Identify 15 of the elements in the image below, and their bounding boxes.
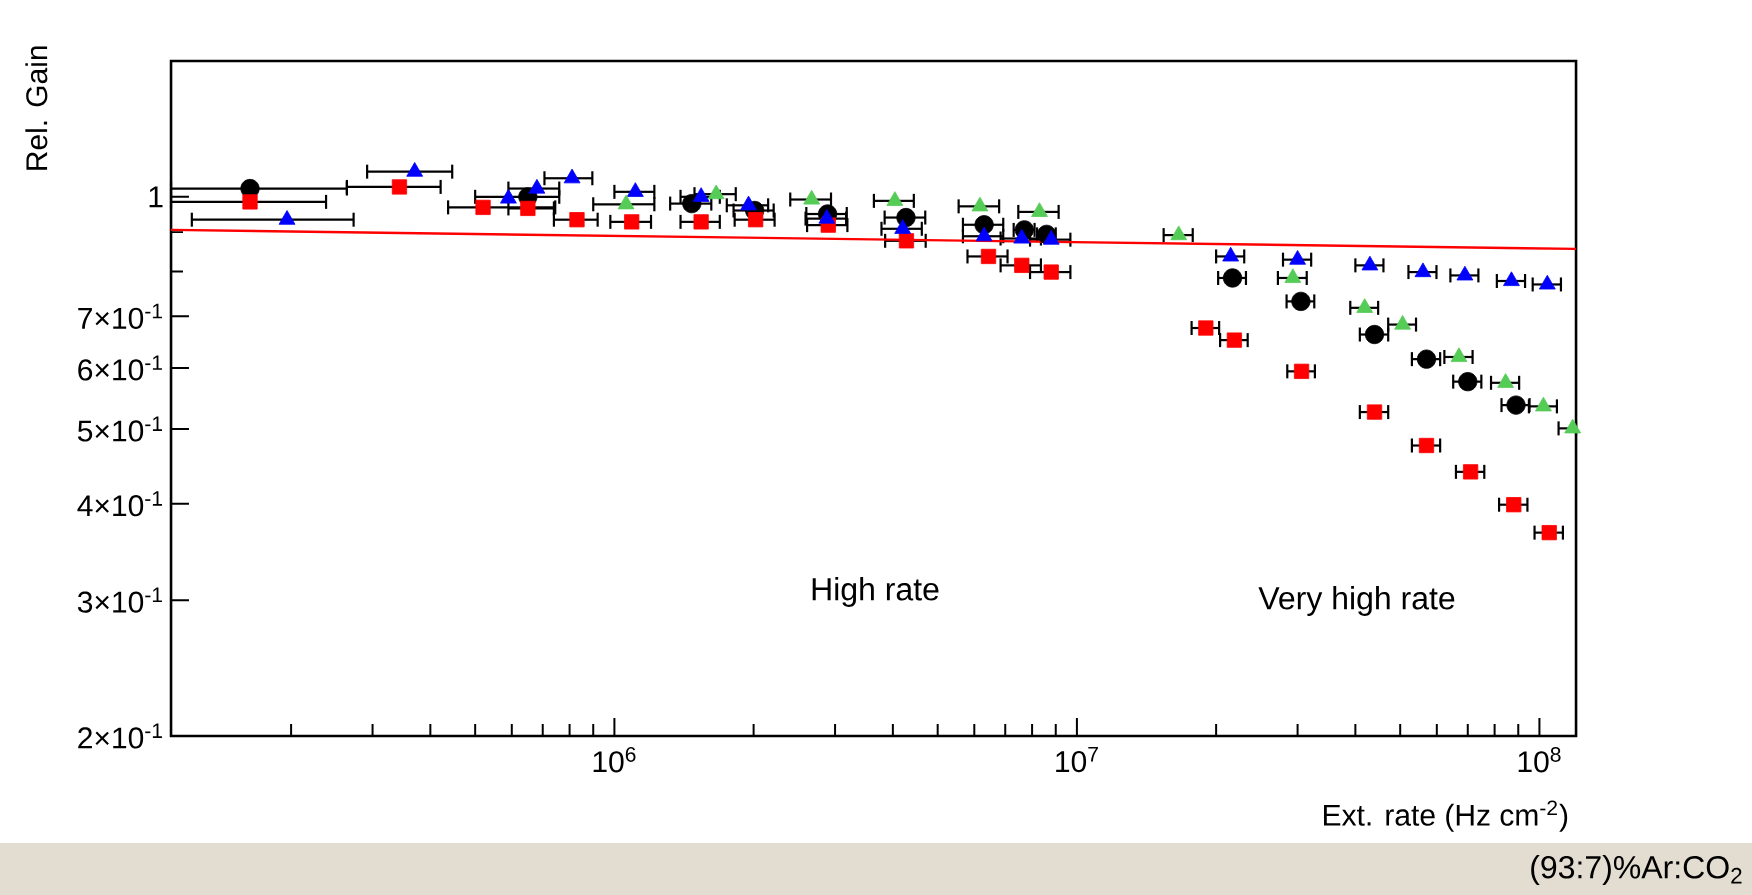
x-tick-label: 10$^{7}$: [1056, 747, 1098, 773]
x-tick-label: 10$^{6}$: [593, 747, 636, 773]
y-tick-label: 2×10$^{-1}$: [78, 723, 162, 749]
annotation: High rate: [812, 577, 939, 607]
y-tick-label: 1: [149, 186, 163, 208]
y-tick-label: 7×10$^{-1}$: [78, 303, 162, 329]
x-tick-label: 10$^{8}$: [1518, 747, 1561, 773]
y-tick-label: 3×10$^{-1}$: [77, 587, 162, 613]
y-tick-label: 4×10$^{-1}$: [77, 491, 162, 517]
text: (93:7)%Ar:CO$_{2}$: [1531, 855, 1742, 885]
annotation: Very high rate: [1258, 586, 1455, 616]
y-tick-label: 6×10$^{-1}$: [78, 355, 162, 381]
x-axis-title: Ext. rate (Hz cm$^{-2}$): [1324, 800, 1568, 832]
y-axis-title: Rel. Gain: [25, 46, 48, 170]
y-tick-label: 5×10$^{-1}$: [77, 416, 162, 442]
